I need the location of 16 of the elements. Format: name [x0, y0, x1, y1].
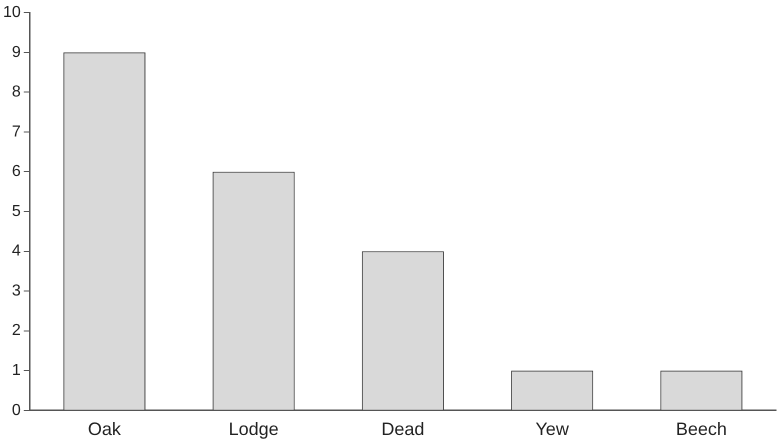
x-tick-label: Oak [88, 419, 122, 440]
y-tick-label: 0 [12, 402, 21, 419]
y-tick-label: 7 [12, 123, 21, 140]
y-tick-label: 6 [12, 163, 21, 180]
x-tick-label: Dead [381, 419, 424, 440]
y-tick-label: 1 [12, 362, 21, 380]
y-tick-label: 4 [12, 242, 21, 260]
y-tick-label: 10 [3, 4, 21, 22]
y-tick-label: 2 [12, 322, 21, 340]
x-tick-label: Lodge [228, 419, 279, 440]
y-tick-label: 8 [12, 84, 21, 101]
y-tick-label: 5 [12, 202, 21, 220]
x-tick-label: Beech [676, 419, 727, 440]
y-tick-label: 9 [12, 44, 21, 61]
x-tick-label: Yew [535, 419, 570, 440]
y-tick-label: 3 [12, 282, 21, 300]
